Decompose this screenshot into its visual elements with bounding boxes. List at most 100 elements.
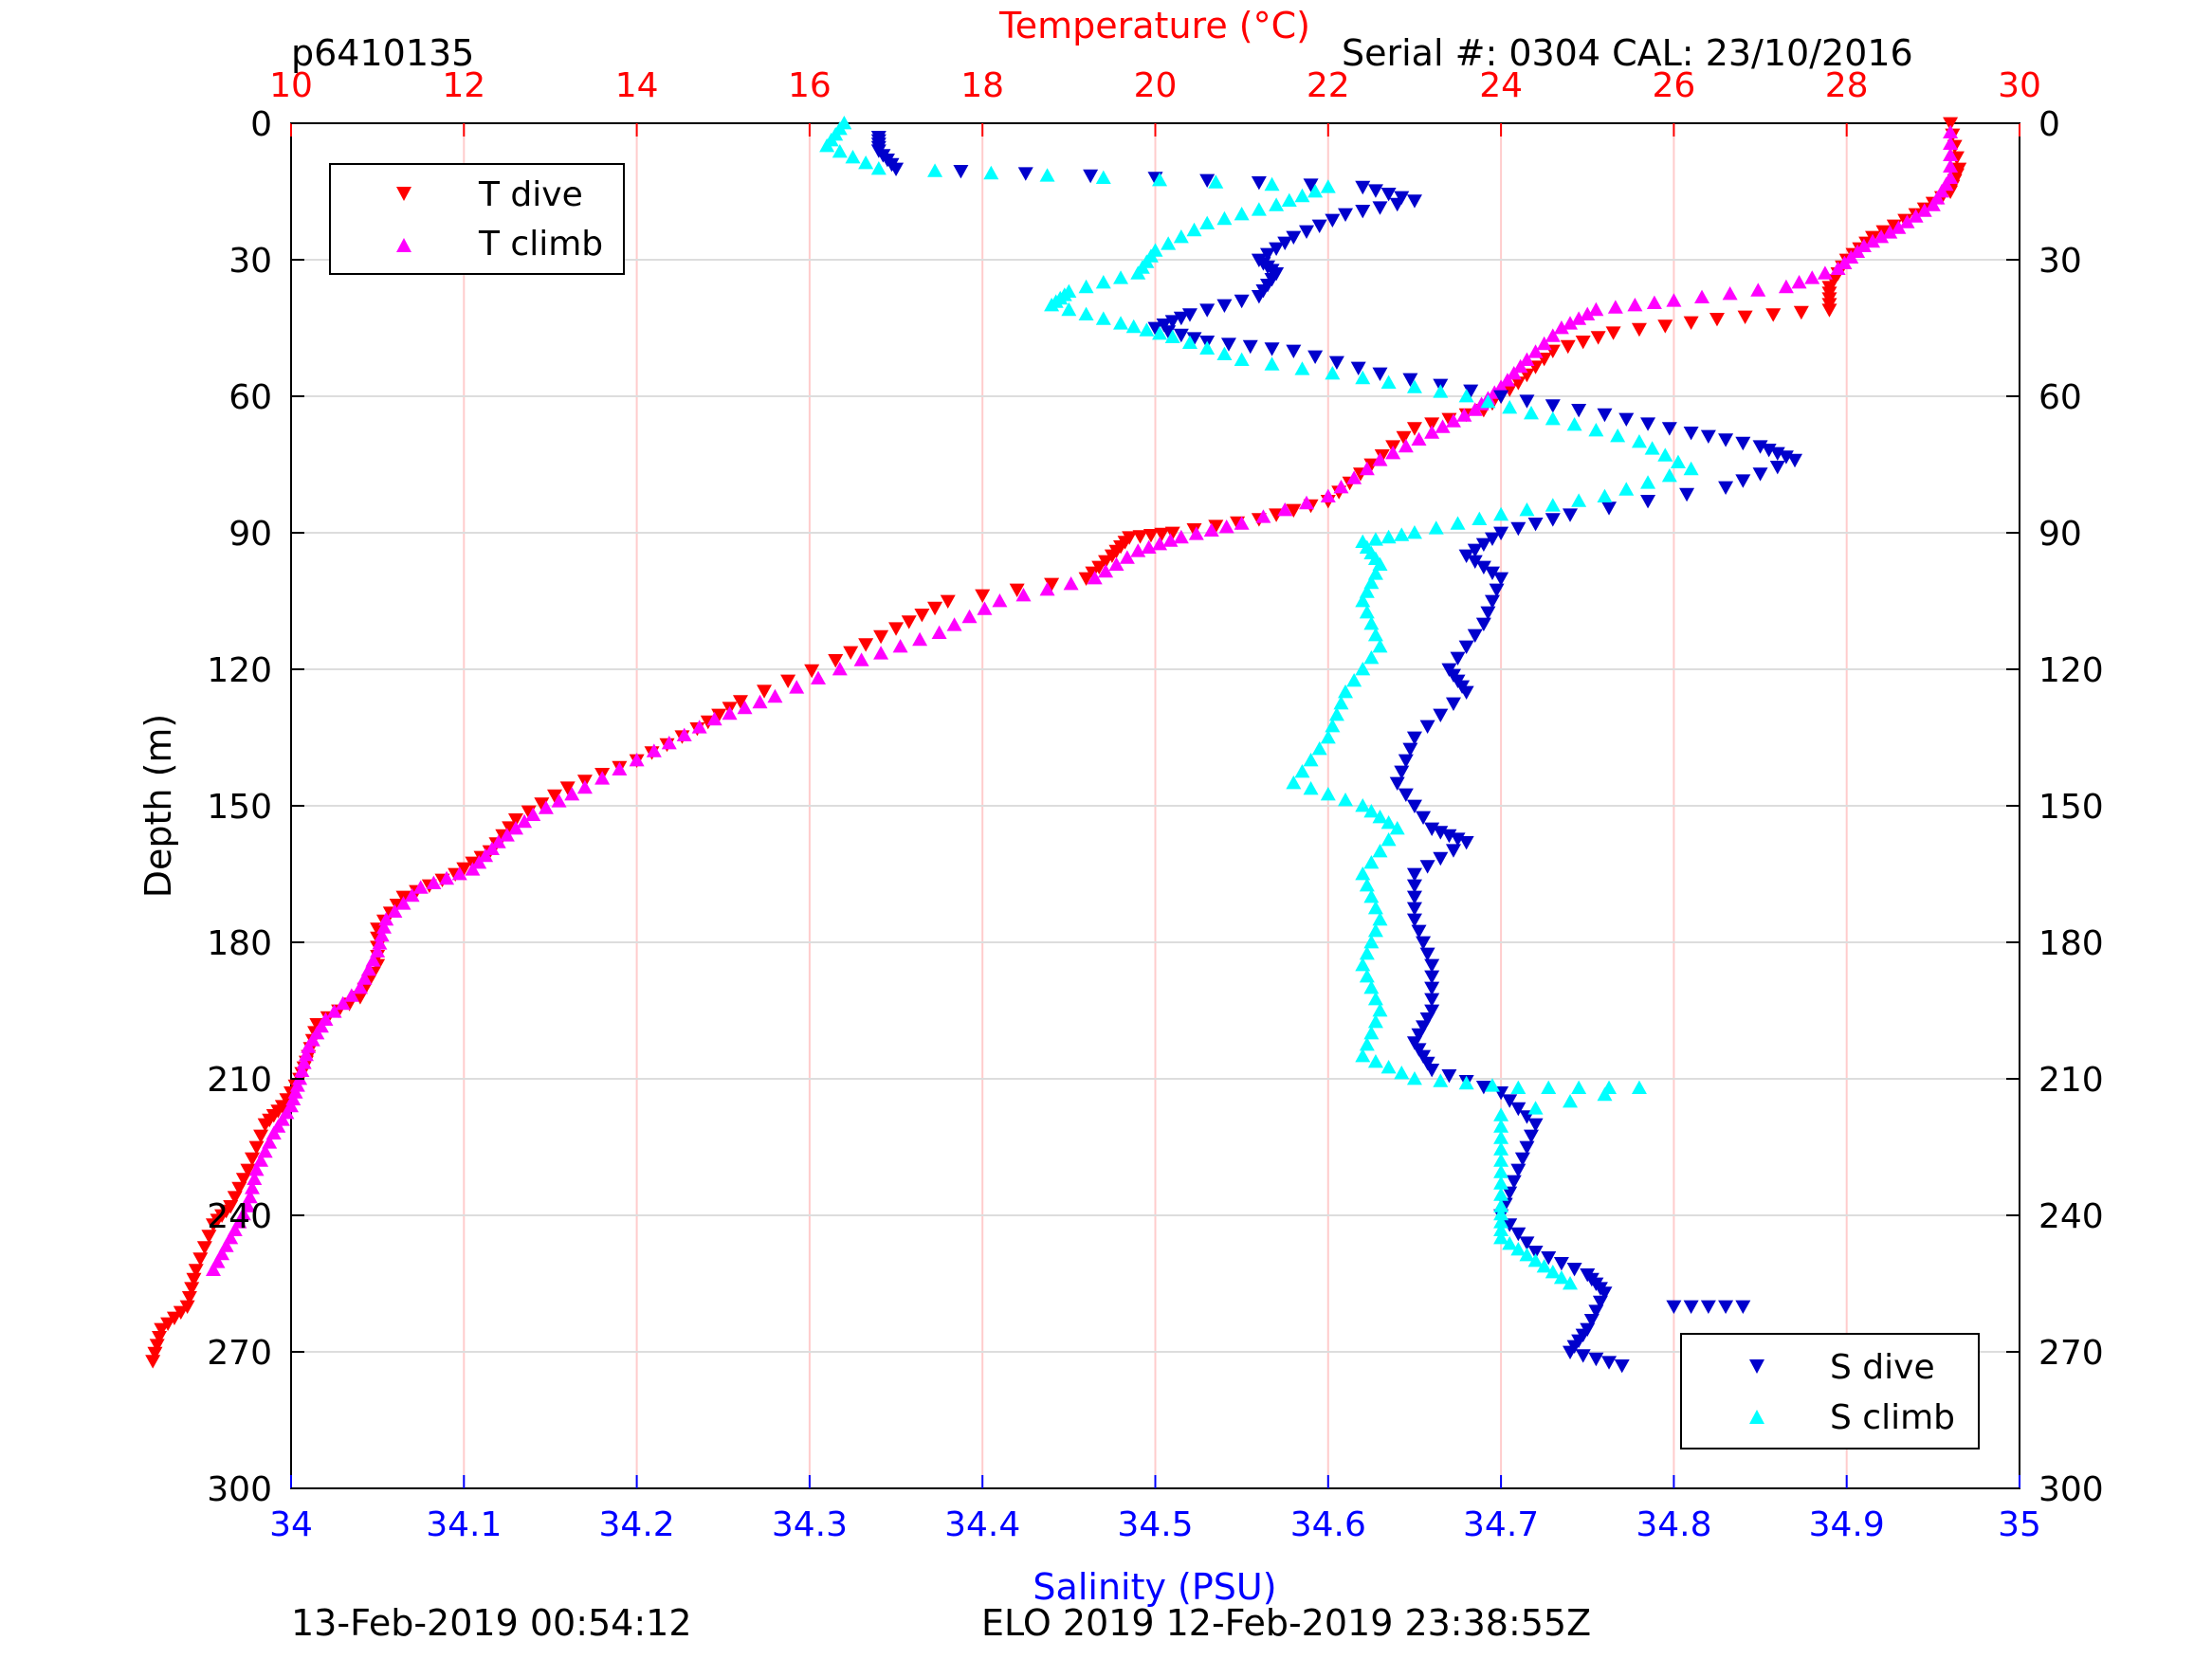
data-point — [375, 920, 392, 934]
data-point — [244, 1180, 260, 1194]
data-point — [1216, 346, 1233, 360]
data-point — [1475, 1081, 1491, 1095]
data-point — [1545, 328, 1561, 342]
data-point — [1661, 468, 1677, 483]
data-point — [1791, 275, 1807, 289]
data-point — [1367, 184, 1383, 198]
data-point — [1396, 430, 1412, 446]
data-point — [1095, 311, 1111, 325]
data-point — [1493, 1130, 1509, 1144]
legend-salinity: S dive S climb — [1680, 1333, 1980, 1449]
data-point — [1199, 173, 1216, 188]
salinity-tick-label: 34.3 — [772, 1505, 848, 1544]
depth-tick-label-left: 210 — [207, 1061, 272, 1100]
data-point — [1355, 1048, 1371, 1063]
data-point — [1199, 303, 1216, 318]
data-point — [1778, 279, 1794, 294]
data-point — [1631, 434, 1647, 448]
data-point — [1113, 270, 1129, 284]
data-point — [1419, 947, 1435, 961]
data-point — [247, 1171, 263, 1185]
depth-tick-label-left: 30 — [229, 242, 272, 281]
data-point — [1264, 342, 1280, 356]
data-point — [873, 646, 889, 660]
data-point — [149, 1339, 165, 1353]
temperature-tick-label: 12 — [442, 66, 485, 105]
data-point — [901, 615, 917, 629]
data-point — [1475, 617, 1491, 631]
data-point — [1406, 422, 1422, 436]
data-point — [1411, 431, 1427, 446]
data-point — [1510, 376, 1526, 391]
legend-t-dive-label: T dive — [478, 175, 583, 214]
data-point — [706, 711, 722, 726]
data-point — [931, 625, 947, 639]
data-point — [1307, 184, 1324, 198]
data-point — [205, 1218, 221, 1232]
data-point — [1566, 1263, 1582, 1277]
data-point — [873, 629, 889, 645]
data-point — [1220, 337, 1236, 352]
data-point — [395, 896, 411, 910]
depth-tick-label-left: 240 — [207, 1197, 272, 1236]
data-point — [1355, 593, 1371, 608]
data-point — [1943, 117, 1959, 131]
data-point — [1203, 522, 1219, 537]
data-point — [1560, 339, 1576, 355]
depth-tick-label-left: 60 — [229, 378, 272, 417]
data-point — [1416, 936, 1432, 950]
data-point — [1389, 821, 1405, 835]
data-point — [374, 927, 390, 942]
data-point — [1640, 417, 1656, 431]
data-point — [1527, 344, 1544, 358]
data-point — [1467, 402, 1483, 416]
data-point — [1563, 1345, 1579, 1359]
data-point — [946, 617, 962, 631]
data-point — [629, 753, 645, 767]
data-point — [1718, 1300, 1734, 1314]
salinity-tick-label: 34 — [269, 1505, 313, 1544]
data-point — [1683, 427, 1699, 441]
data-point — [1850, 244, 1866, 258]
salinity-tick-label: 34.2 — [599, 1505, 675, 1544]
data-point — [1484, 1078, 1500, 1092]
data-point — [1536, 336, 1552, 351]
data-point — [1216, 210, 1233, 226]
data-point — [1527, 518, 1544, 532]
depth-tick-label-right: 0 — [2038, 105, 2060, 144]
data-point — [1670, 454, 1686, 468]
data-point — [1161, 325, 1177, 339]
data-point — [1130, 265, 1146, 280]
depth-tick-label-right: 90 — [2038, 515, 2082, 554]
data-point — [1338, 208, 1354, 222]
data-point — [1601, 501, 1618, 516]
data-point — [1234, 207, 1250, 221]
salinity-tick-label: 34.6 — [1290, 1505, 1366, 1544]
data-point — [1406, 1071, 1422, 1085]
data-point — [1372, 201, 1388, 215]
data-point — [845, 150, 861, 164]
data-point — [1234, 352, 1250, 366]
data-point — [1489, 583, 1505, 597]
data-point — [1406, 525, 1422, 539]
data-point — [1510, 1163, 1526, 1177]
data-point — [1493, 506, 1509, 521]
legend-t-dive-marker — [396, 187, 411, 201]
salinity-axis-title: Salinity (PSU) — [1033, 1566, 1276, 1608]
data-point — [1380, 1060, 1397, 1074]
data-point — [1499, 373, 1515, 387]
data-point — [1735, 1300, 1751, 1314]
data-point — [1333, 480, 1349, 494]
data-point — [1363, 889, 1380, 903]
data-point — [1294, 188, 1310, 203]
data-point — [1493, 1231, 1509, 1245]
data-point — [1406, 731, 1422, 745]
data-point — [1359, 878, 1375, 892]
data-point — [1372, 1003, 1388, 1017]
data-point — [1367, 992, 1383, 1006]
data-point — [1925, 197, 1941, 211]
data-point — [1563, 1276, 1579, 1290]
data-point — [1063, 576, 1079, 591]
temperature-tick-label: 16 — [788, 66, 832, 105]
plot-timestamp: 13-Feb-2019 00:54:12 — [291, 1602, 692, 1644]
